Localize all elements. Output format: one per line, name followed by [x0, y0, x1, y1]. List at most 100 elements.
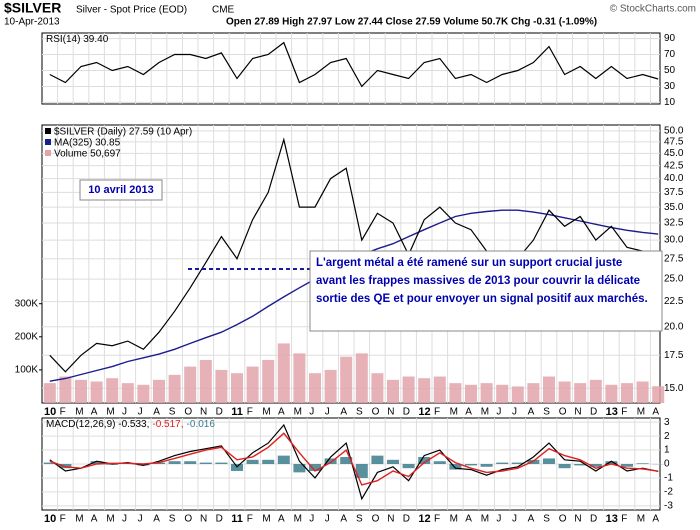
- name: Silver - Spot Price (EOD): [76, 5, 187, 16]
- y-tick-label: 50: [664, 65, 676, 76]
- x-tick-label: J: [496, 407, 501, 418]
- x-tick-label: F: [621, 407, 627, 418]
- bar: [324, 369, 337, 403]
- x-tick-label: S: [169, 514, 176, 525]
- x-tick-label: M: [637, 407, 645, 418]
- bar: [121, 383, 134, 403]
- panel: [41, 32, 661, 105]
- date-box-label: 10 avril 2013: [88, 184, 153, 196]
- bar: [558, 464, 571, 469]
- x-tick-label: S: [169, 407, 176, 418]
- x-tick-label: J: [512, 407, 517, 418]
- x-tick-label: O: [559, 407, 567, 418]
- bar: [75, 379, 87, 403]
- x-tick-label: 12: [418, 513, 430, 525]
- legend: $SILVER (Daily) 27.59 (10 Apr): [54, 127, 192, 138]
- bar: [574, 383, 587, 403]
- series-line: [49, 41, 659, 88]
- x-tick-label: S: [356, 514, 363, 525]
- bar: [402, 464, 415, 469]
- x-tick-label: M: [481, 407, 489, 418]
- legend: MA(325) 30.85: [54, 138, 121, 149]
- x-tick-label: M: [294, 514, 302, 525]
- bar: [621, 464, 633, 467]
- note-line: avant les frappes massives de 2013 pour …: [316, 275, 640, 287]
- x-tick-label: D: [216, 407, 223, 418]
- bar: [589, 379, 602, 403]
- x-tick-label: A: [652, 407, 659, 418]
- bar: [449, 464, 462, 470]
- bar: [511, 386, 524, 403]
- date-box: [79, 179, 163, 201]
- bar: [402, 376, 415, 403]
- bar: [465, 384, 477, 403]
- x-tick-label: A: [153, 407, 160, 418]
- x-tick-label: D: [403, 514, 410, 525]
- x-tick-label: F: [247, 514, 253, 525]
- x-tick-label: J: [122, 407, 127, 418]
- y-tick-label: 40.0: [664, 173, 684, 184]
- bar: [168, 461, 181, 464]
- y2-tick-label: 100K: [15, 365, 39, 376]
- x-tick-label: M: [450, 407, 458, 418]
- x-tick-label: N: [200, 407, 207, 418]
- x-tick-label: M: [262, 514, 270, 525]
- legend-entry: -0.016: [187, 419, 216, 430]
- y-tick-label: 30: [664, 81, 676, 92]
- bar: [43, 383, 56, 403]
- bar: [480, 383, 493, 403]
- x-tick-label: D: [403, 407, 410, 418]
- legend-entry: RSI(14) 39.40: [46, 34, 109, 45]
- y-tick-label: 37.5: [664, 187, 684, 198]
- legend: RSI(14) 39.40: [46, 34, 109, 45]
- x-tick-label: 11: [231, 513, 243, 525]
- x-tick-label: 10: [44, 406, 56, 418]
- x-tick-label: F: [434, 407, 440, 418]
- x-tick-label: A: [528, 407, 535, 418]
- x-tick-label: M: [637, 514, 645, 525]
- bar: [137, 384, 150, 403]
- x-tick-label: N: [387, 407, 394, 418]
- x-tick-label: J: [325, 514, 330, 525]
- x-tick-label: M: [75, 407, 83, 418]
- x-tick-label: 12: [418, 406, 430, 418]
- bar: [90, 461, 103, 464]
- bar: [340, 457, 353, 464]
- x-tick-label: O: [559, 514, 567, 525]
- x-tick-label: 11: [231, 406, 243, 418]
- y-tick-label: 27.5: [664, 253, 684, 264]
- bar: [153, 379, 165, 403]
- bar: [215, 462, 228, 464]
- x-tick-label: N: [574, 407, 581, 418]
- bar: [231, 373, 243, 403]
- bar: [527, 383, 540, 403]
- x-tick-label: A: [465, 407, 472, 418]
- symbol: $SILVER: [4, 0, 61, 16]
- series-line: [49, 432, 659, 486]
- x-tick-label: S: [543, 407, 550, 418]
- legend: MACD(12,26,9) -0.533, -0.517, -0.016: [46, 419, 215, 430]
- x-tick-label: 13: [606, 513, 618, 525]
- bar: [153, 462, 165, 464]
- y-tick-label: 22.5: [664, 296, 684, 307]
- x-tick-label: D: [590, 514, 597, 525]
- x-tick-label: N: [574, 514, 581, 525]
- bar: [418, 378, 431, 403]
- bar: [496, 462, 509, 464]
- bar: [387, 459, 399, 464]
- legend-entry: -0.517,: [152, 419, 183, 430]
- legend-swatch: [45, 150, 51, 156]
- x-tick-label: A: [340, 407, 347, 418]
- x-tick-label: J: [512, 514, 517, 525]
- x-tick-label: A: [91, 407, 98, 418]
- bar: [184, 461, 197, 464]
- y-tick-label: 50.0: [664, 126, 684, 137]
- legend-entry: MACD(12,26,9) -0.533,: [46, 419, 149, 430]
- bar: [589, 464, 602, 467]
- x-tick-label: O: [184, 407, 192, 418]
- bar: [605, 384, 618, 403]
- bar: [184, 366, 197, 403]
- bar: [324, 458, 337, 464]
- x-tick-label: J: [309, 407, 314, 418]
